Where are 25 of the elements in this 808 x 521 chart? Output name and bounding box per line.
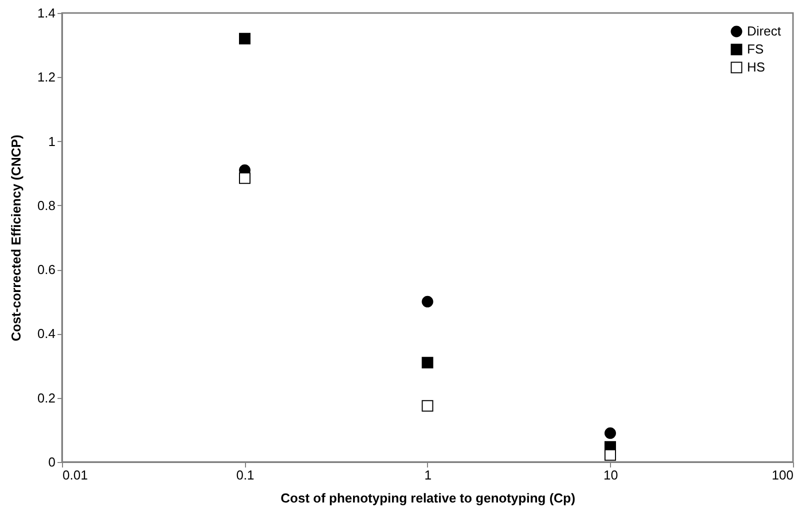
point	[239, 172, 250, 184]
point	[422, 296, 434, 308]
x-tick-label: 1	[424, 468, 432, 482]
legend-label: HS	[747, 60, 766, 74]
point	[422, 356, 434, 368]
legend-label: FS	[747, 42, 764, 56]
x-tick-label: 0.01	[62, 468, 88, 482]
x-tick-label: 10	[604, 468, 618, 482]
y-tick-label: 1.4	[37, 6, 56, 20]
x-axis-title: Cost of phenotyping relative to genotyping (Cp)	[280, 490, 576, 506]
x-tick-label: 0.1	[236, 468, 254, 482]
y-tick-label: 0.6	[37, 262, 56, 278]
point	[604, 427, 616, 439]
x-tick-label: 100	[772, 468, 794, 482]
y-tick-label: 0.4	[37, 326, 56, 342]
y-tick-label: 1	[48, 134, 56, 149]
legend-label: Direct	[747, 24, 782, 38]
point	[239, 32, 250, 44]
point	[422, 400, 434, 412]
y-axis-title: Cost-corrected Efficiency (CNCP)	[8, 134, 24, 342]
y-tick-label: 0.2	[37, 390, 56, 406]
y-tick-label: 0	[48, 454, 56, 470]
point	[604, 449, 616, 461]
y-tick-label: 0.8	[37, 198, 56, 213]
y-tick-label: 1.2	[37, 70, 56, 85]
